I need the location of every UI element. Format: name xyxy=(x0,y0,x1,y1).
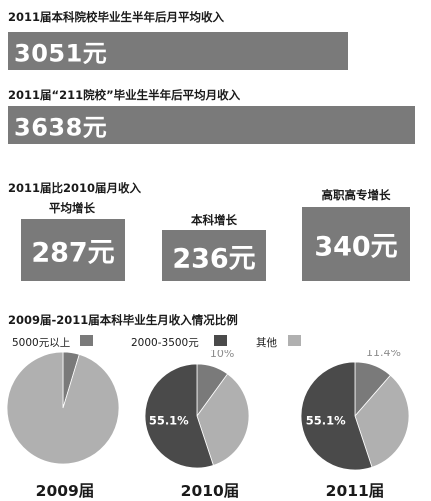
undergrad-income-value: 3051元 xyxy=(14,39,108,68)
pie-2011-label-2: 55.1% xyxy=(306,414,346,428)
pie-charts-svg: 4.7% 10% 55.1% 11.4% 55.1% xyxy=(6,350,410,471)
pie-2011-slice-2 xyxy=(300,361,373,471)
bar-label-undergrad: 本科增长 xyxy=(191,213,237,227)
pie-2010-label-2: 55.1% xyxy=(149,414,189,428)
bar-vocational-growth: 340元 xyxy=(302,207,410,281)
legend-label-other: 其他 xyxy=(256,337,277,349)
heading-income-distribution: 2009届-2011届本科毕业生月收入情况比例 xyxy=(8,313,238,327)
pie-2010-slice-1 xyxy=(196,373,250,466)
bar-label-average: 平均增长 xyxy=(49,201,95,215)
undergrad-income-bar: 3051元 xyxy=(8,32,348,70)
bar-label-vocational: 高职高专增长 xyxy=(321,188,391,202)
bar-value-undergrad: 236元 xyxy=(172,243,256,274)
211-income-bar: 3638元 xyxy=(8,106,415,144)
pie-title-2010: 2010届 xyxy=(180,482,240,500)
heading-211-income: 2011届“211院校”毕业生半年后平均月收入 xyxy=(8,88,241,102)
pie-2010-label-0: 10% xyxy=(210,350,234,360)
heading-undergrad-income: 2011届本科院校毕业生半年后月平均收入 xyxy=(8,10,225,24)
pie-2010: 10% 55.1% xyxy=(144,350,250,469)
bar-average-growth: 287元 xyxy=(21,219,125,281)
pie-title-2009: 2009届 xyxy=(35,482,95,500)
211-income-value: 3638元 xyxy=(14,113,108,142)
bar-value-vocational: 340元 xyxy=(314,231,398,263)
legend-swatch-2000-3500 xyxy=(214,335,227,346)
pie-2011: 11.4% 55.1% xyxy=(300,350,410,471)
legend-label-5000-plus: 5000元以上 xyxy=(12,337,71,349)
pie-2011-slice-1 xyxy=(354,374,410,468)
pie-2009-slice-1 xyxy=(6,351,120,465)
pie-2009: 4.7% xyxy=(6,351,120,465)
legend-swatch-5000-plus xyxy=(80,335,93,346)
pie-2011-label-0: 11.4% xyxy=(366,350,401,359)
heading-income-growth: 2011届比2010届月收入 xyxy=(8,181,142,195)
legend-label-2000-3500: 2000-3500元 xyxy=(131,337,199,349)
bar-undergrad-growth: 236元 xyxy=(162,230,266,281)
pie-2010-slice-2 xyxy=(144,363,214,469)
legend-swatch-other xyxy=(288,335,301,346)
bar-value-average: 287元 xyxy=(31,237,115,269)
pie-title-2011: 2011届 xyxy=(325,482,385,500)
